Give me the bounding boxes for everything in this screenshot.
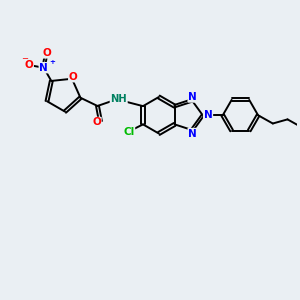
Text: N: N — [39, 63, 48, 73]
Text: −: − — [21, 54, 28, 63]
Text: N: N — [188, 92, 197, 102]
Text: O: O — [25, 60, 33, 70]
Text: NH: NH — [110, 94, 127, 104]
Text: O: O — [69, 72, 77, 82]
Text: N: N — [204, 110, 212, 120]
Text: O: O — [42, 48, 51, 58]
Text: +: + — [49, 58, 55, 64]
Text: Cl: Cl — [123, 127, 134, 137]
Text: O: O — [92, 118, 101, 128]
Text: N: N — [188, 129, 197, 139]
